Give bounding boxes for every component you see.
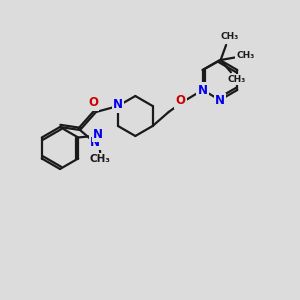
Text: O: O xyxy=(88,97,98,110)
Text: N: N xyxy=(90,136,100,148)
Text: N: N xyxy=(113,98,123,112)
Text: CH₃: CH₃ xyxy=(220,32,238,41)
Text: CH₃: CH₃ xyxy=(228,75,246,84)
Text: N: N xyxy=(93,128,103,141)
Text: N: N xyxy=(198,83,208,97)
Text: O: O xyxy=(176,94,186,107)
Text: N: N xyxy=(215,94,225,107)
Text: CH₃: CH₃ xyxy=(236,51,254,60)
Text: CH₃: CH₃ xyxy=(90,154,111,164)
